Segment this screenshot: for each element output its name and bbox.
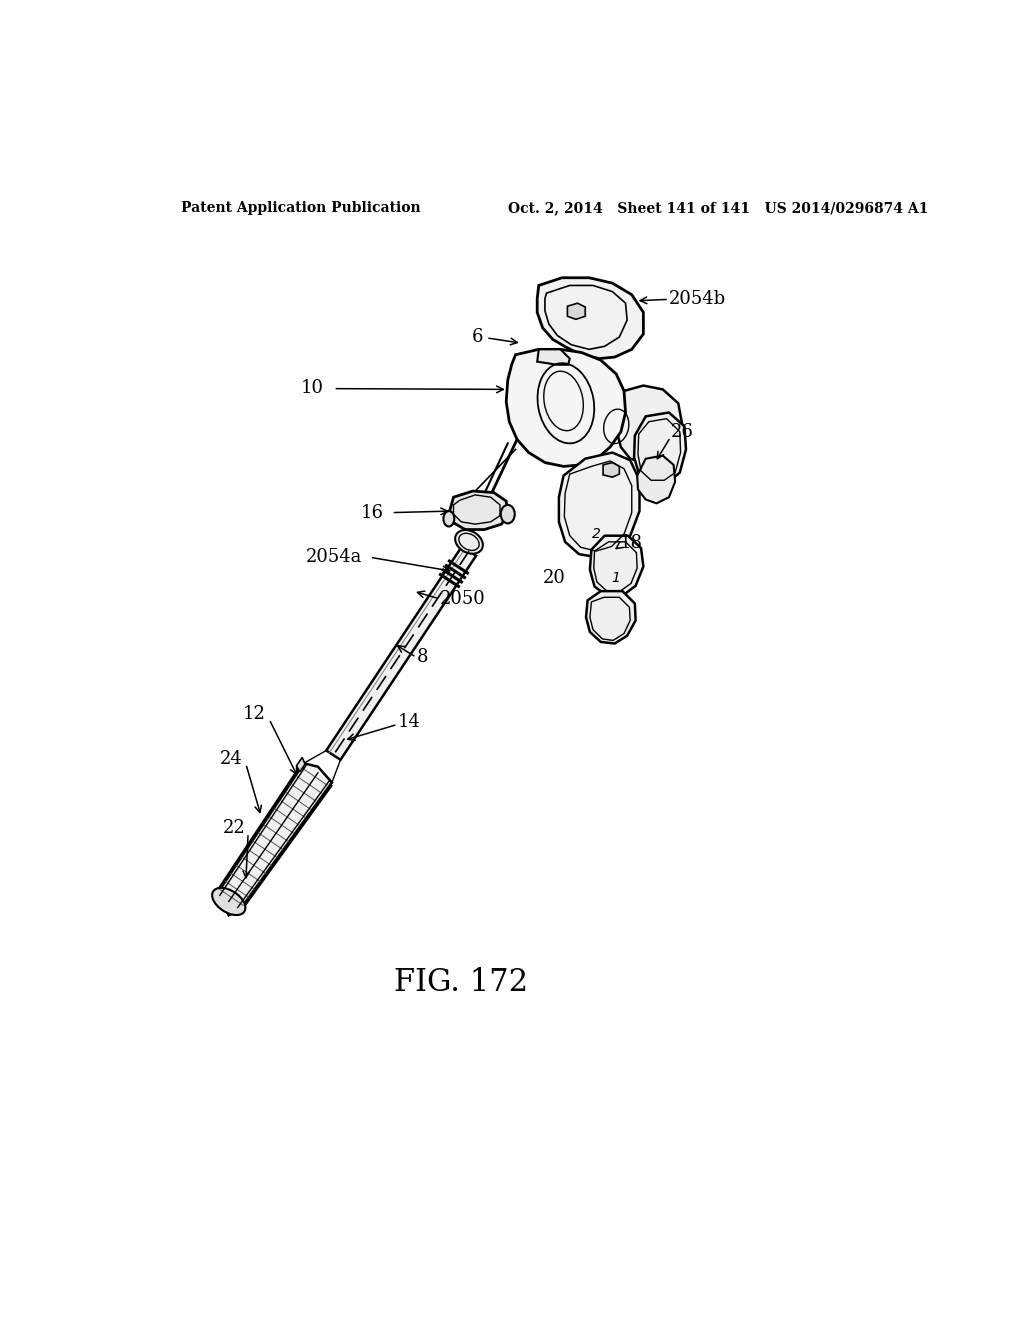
Polygon shape bbox=[214, 764, 332, 912]
Polygon shape bbox=[586, 591, 636, 644]
Polygon shape bbox=[297, 758, 305, 772]
Ellipse shape bbox=[443, 511, 455, 527]
Text: 26: 26 bbox=[671, 422, 693, 441]
Text: 12: 12 bbox=[243, 705, 266, 723]
Text: 6: 6 bbox=[471, 329, 483, 346]
Polygon shape bbox=[590, 536, 643, 595]
Polygon shape bbox=[603, 462, 620, 478]
Polygon shape bbox=[217, 763, 332, 915]
Ellipse shape bbox=[501, 506, 515, 524]
Text: 2054b: 2054b bbox=[669, 290, 726, 309]
Polygon shape bbox=[637, 455, 675, 503]
Text: Patent Application Publication: Patent Application Publication bbox=[180, 202, 420, 215]
Ellipse shape bbox=[212, 888, 246, 915]
Text: 8: 8 bbox=[417, 648, 428, 667]
Polygon shape bbox=[634, 412, 686, 484]
Text: 10: 10 bbox=[300, 379, 324, 397]
Text: 1: 1 bbox=[611, 572, 621, 585]
Text: 2050: 2050 bbox=[439, 590, 485, 607]
Polygon shape bbox=[506, 350, 626, 466]
Polygon shape bbox=[559, 453, 640, 557]
Polygon shape bbox=[538, 350, 569, 364]
Text: FIG. 172: FIG. 172 bbox=[394, 966, 528, 998]
Text: 2: 2 bbox=[593, 527, 601, 541]
Polygon shape bbox=[327, 546, 476, 760]
Polygon shape bbox=[567, 304, 586, 319]
Text: 14: 14 bbox=[397, 713, 421, 731]
Ellipse shape bbox=[455, 531, 483, 553]
Text: 18: 18 bbox=[621, 535, 643, 552]
Polygon shape bbox=[538, 277, 643, 359]
Text: 24: 24 bbox=[220, 750, 243, 768]
Text: 20: 20 bbox=[543, 569, 565, 587]
Text: 22: 22 bbox=[223, 820, 246, 837]
Polygon shape bbox=[616, 385, 682, 463]
Text: 2054a: 2054a bbox=[306, 548, 362, 566]
Text: Oct. 2, 2014   Sheet 141 of 141   US 2014/0296874 A1: Oct. 2, 2014 Sheet 141 of 141 US 2014/02… bbox=[508, 202, 928, 215]
Text: 16: 16 bbox=[360, 504, 384, 521]
Polygon shape bbox=[450, 491, 508, 529]
